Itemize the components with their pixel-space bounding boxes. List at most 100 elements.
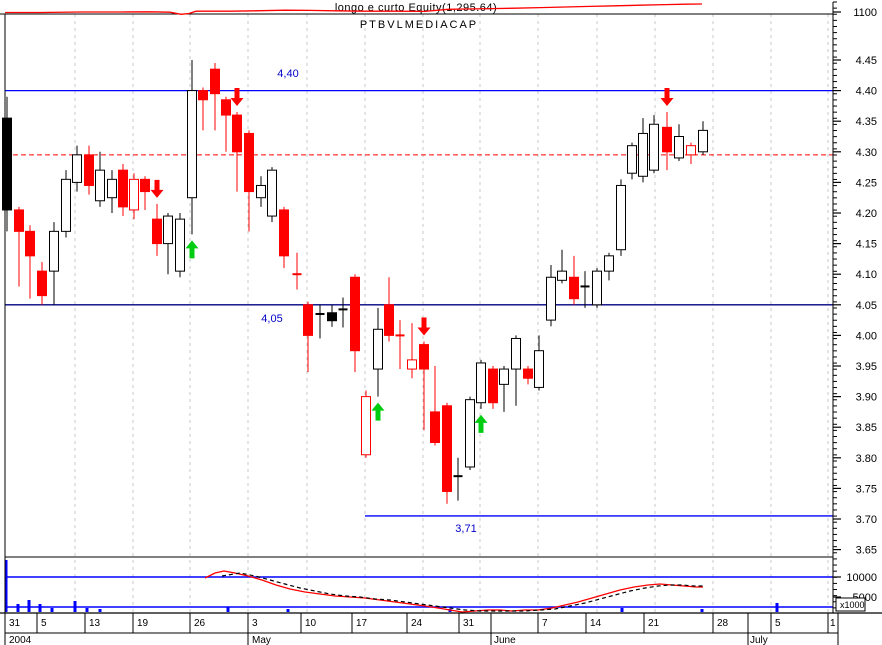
chart-subtitle: PTBVLMEDIACAP — [360, 19, 478, 31]
equity-overlay-layer — [0, 3, 833, 15]
candle — [698, 129, 708, 153]
level-label: 3,71 — [455, 523, 476, 535]
volume-bar — [16, 604, 20, 612]
date-tick-label: 17 — [356, 618, 368, 629]
level-label: 4,05 — [261, 313, 282, 325]
price-axis-label: 4.00 — [856, 330, 877, 342]
price-axis-label: 3.90 — [856, 392, 877, 404]
date-tick-label: 26 — [194, 618, 206, 629]
candle — [419, 344, 429, 370]
price-axis-label: 3.95 — [856, 361, 877, 373]
price-axis-label: 4.05 — [856, 300, 877, 312]
sell-arrow-icon — [417, 317, 431, 336]
date-tick-label: 5 — [41, 618, 47, 629]
candle — [84, 154, 94, 186]
indicator-dashed-line — [221, 572, 703, 612]
buy-arrow-icon — [474, 414, 488, 433]
level-label: 4,40 — [277, 68, 298, 80]
candle — [14, 209, 24, 232]
volume-bars — [4, 560, 779, 612]
month-label: July — [750, 635, 768, 645]
candle — [407, 359, 417, 370]
date-tick-label: 10 — [305, 618, 317, 629]
candle — [95, 169, 105, 202]
candle — [686, 145, 696, 156]
price-axis-label: 4.20 — [856, 208, 877, 220]
date-tick-label: 19 — [137, 618, 149, 629]
volume-bar — [38, 604, 42, 612]
candle — [129, 178, 139, 211]
buy-arrow-icon — [185, 240, 199, 259]
candle — [662, 126, 672, 153]
candle — [674, 136, 684, 159]
price-axis-label: 4.35 — [856, 116, 877, 128]
date-axis: 31 5 13 19 26 3 10 17 24 31 7 14 21 28 5 1 2004 May June Ju… — [9, 618, 836, 645]
candle — [232, 114, 242, 153]
candle — [198, 90, 208, 101]
candle — [499, 368, 509, 385]
date-tick-label: 5 — [775, 618, 781, 629]
date-tick-label: 21 — [648, 618, 660, 629]
candle — [384, 304, 394, 336]
candles — [2, 60, 708, 504]
price-axis-label: 1100 — [853, 7, 877, 19]
date-tick-label: 1 — [830, 618, 836, 629]
price-axis-label: 10000 — [846, 572, 877, 584]
price-axis: 4.45 4.40 4.35 4.30 4.25 4.20 4.15 4.10 4.05 4.00… — [833, 1, 877, 612]
candle — [72, 154, 82, 183]
candle — [616, 184, 626, 251]
candle — [37, 270, 47, 297]
candle — [267, 169, 277, 217]
volume-bar — [286, 609, 290, 612]
volume-bar — [85, 608, 89, 612]
sell-arrow-icon — [660, 88, 674, 107]
candle — [175, 218, 185, 272]
volume-bar — [700, 609, 704, 612]
chart-title: longo e curto Equity(1,295.64) — [335, 2, 497, 14]
candle — [187, 90, 197, 199]
candle — [627, 145, 637, 174]
price-axis-label: 4.40 — [856, 86, 877, 98]
price-axis-label: 4.10 — [856, 269, 877, 281]
buy-arrow-icon — [371, 402, 385, 421]
date-tick-label: 3 — [252, 618, 258, 629]
candle — [350, 276, 360, 352]
date-tick-label: 13 — [89, 618, 101, 629]
level-lines: 4,40 4,05 3,71 — [5, 68, 833, 535]
candle — [511, 337, 521, 370]
multiplier-box — [835, 597, 866, 612]
indicator-pane — [5, 576, 833, 608]
candle — [221, 99, 231, 116]
candle — [638, 132, 648, 177]
price-axis-label: 3.80 — [856, 453, 877, 465]
price-axis-label: 3.85 — [856, 422, 877, 434]
volume-bar — [27, 600, 31, 612]
candle — [604, 255, 614, 272]
indicator-lines — [204, 570, 703, 613]
month-label: May — [252, 635, 271, 645]
candle — [534, 350, 544, 388]
candle — [2, 117, 12, 211]
candle — [649, 123, 659, 171]
candle — [118, 169, 128, 208]
candle — [569, 276, 579, 300]
candle — [557, 270, 567, 281]
equity-curve — [5, 3, 703, 15]
price-axis-label: 3.75 — [856, 483, 877, 495]
candle — [303, 304, 313, 336]
month-label: 2004 — [9, 635, 32, 645]
candle — [152, 218, 162, 245]
volume-bar — [226, 607, 230, 612]
candle — [442, 405, 452, 492]
month-label: June — [494, 635, 516, 645]
volume-bar — [4, 560, 8, 612]
date-tick-label: 31 — [463, 618, 475, 629]
candle — [107, 178, 117, 199]
candle — [327, 312, 337, 322]
volume-bar — [98, 609, 102, 612]
date-tick-label: 28 — [717, 618, 729, 629]
candle — [25, 230, 35, 257]
